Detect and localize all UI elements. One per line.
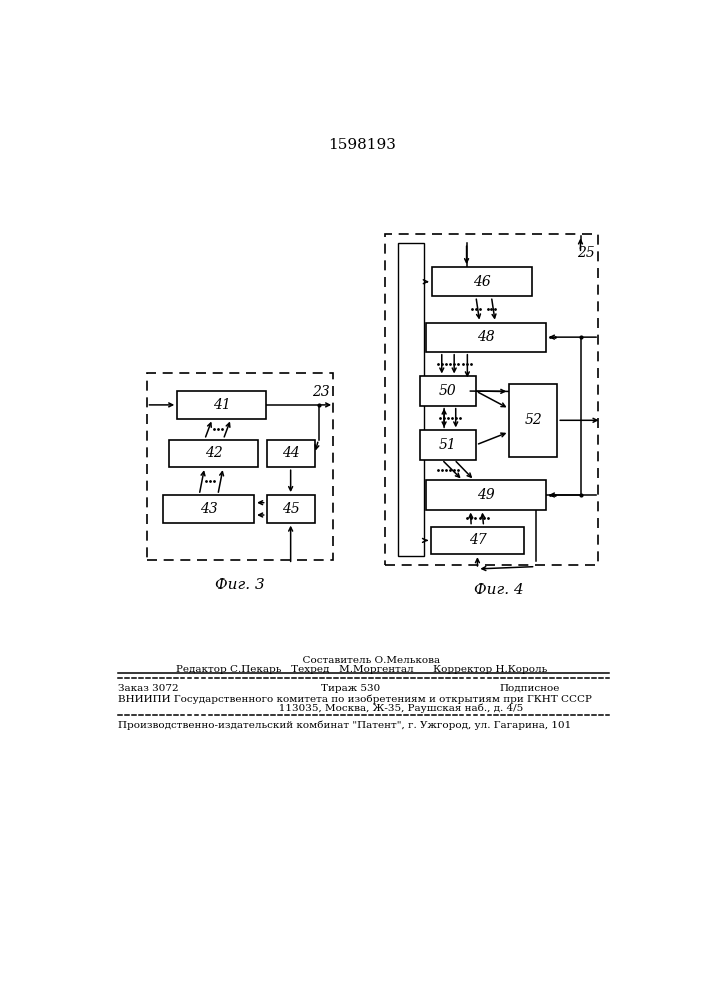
Text: Фиг. 3: Фиг. 3 bbox=[215, 578, 264, 592]
Bar bbox=[509, 384, 557, 457]
Text: 52: 52 bbox=[525, 413, 542, 427]
Bar bbox=[426, 480, 546, 510]
Bar bbox=[177, 391, 267, 419]
Bar bbox=[267, 440, 315, 467]
Text: 44: 44 bbox=[282, 446, 300, 460]
Text: Заказ 3072: Заказ 3072 bbox=[118, 684, 178, 693]
Text: 25: 25 bbox=[578, 246, 595, 260]
Text: 23: 23 bbox=[312, 385, 330, 399]
Text: 113035, Москва, Ж-35, Раушская наб., д. 4/5: 113035, Москва, Ж-35, Раушская наб., д. … bbox=[243, 704, 524, 713]
Bar bbox=[420, 376, 476, 406]
Text: Фиг. 4: Фиг. 4 bbox=[474, 583, 524, 597]
Bar bbox=[431, 527, 524, 554]
Bar bbox=[432, 267, 532, 296]
Text: Подписное: Подписное bbox=[499, 684, 559, 693]
Text: 43: 43 bbox=[199, 502, 217, 516]
Text: 49: 49 bbox=[477, 488, 495, 502]
Bar bbox=[397, 243, 424, 556]
Bar bbox=[420, 430, 476, 460]
Bar bbox=[146, 373, 332, 560]
Bar bbox=[267, 495, 315, 523]
Bar bbox=[385, 234, 597, 565]
Text: 48: 48 bbox=[477, 330, 495, 344]
Text: Составитель О.Мелькова: Составитель О.Мелькова bbox=[284, 656, 440, 665]
Bar bbox=[426, 323, 546, 352]
Text: 47: 47 bbox=[469, 533, 486, 547]
Text: 51: 51 bbox=[439, 438, 457, 452]
Text: 45: 45 bbox=[282, 502, 300, 516]
Text: 1598193: 1598193 bbox=[328, 138, 396, 152]
Bar bbox=[170, 440, 259, 467]
Text: 50: 50 bbox=[439, 384, 457, 398]
Text: 46: 46 bbox=[473, 275, 491, 289]
Text: ВНИИПИ Государственного комитета по изобретениям и открытиям при ГКНТ СССР: ВНИИПИ Государственного комитета по изоб… bbox=[118, 694, 592, 704]
Text: Тираж 530: Тираж 530 bbox=[321, 684, 380, 693]
Text: Производственно-издательский комбинат "Патент", г. Ужгород, ул. Гагарина, 101: Производственно-издательский комбинат "П… bbox=[118, 720, 571, 730]
Text: 42: 42 bbox=[205, 446, 223, 460]
Text: Редактор С.Пекарь   Техред   М.Моргентал      Корректор Н.Король: Редактор С.Пекарь Техред М.Моргентал Кор… bbox=[176, 665, 548, 674]
Text: 41: 41 bbox=[213, 398, 230, 412]
Bar bbox=[163, 495, 255, 523]
